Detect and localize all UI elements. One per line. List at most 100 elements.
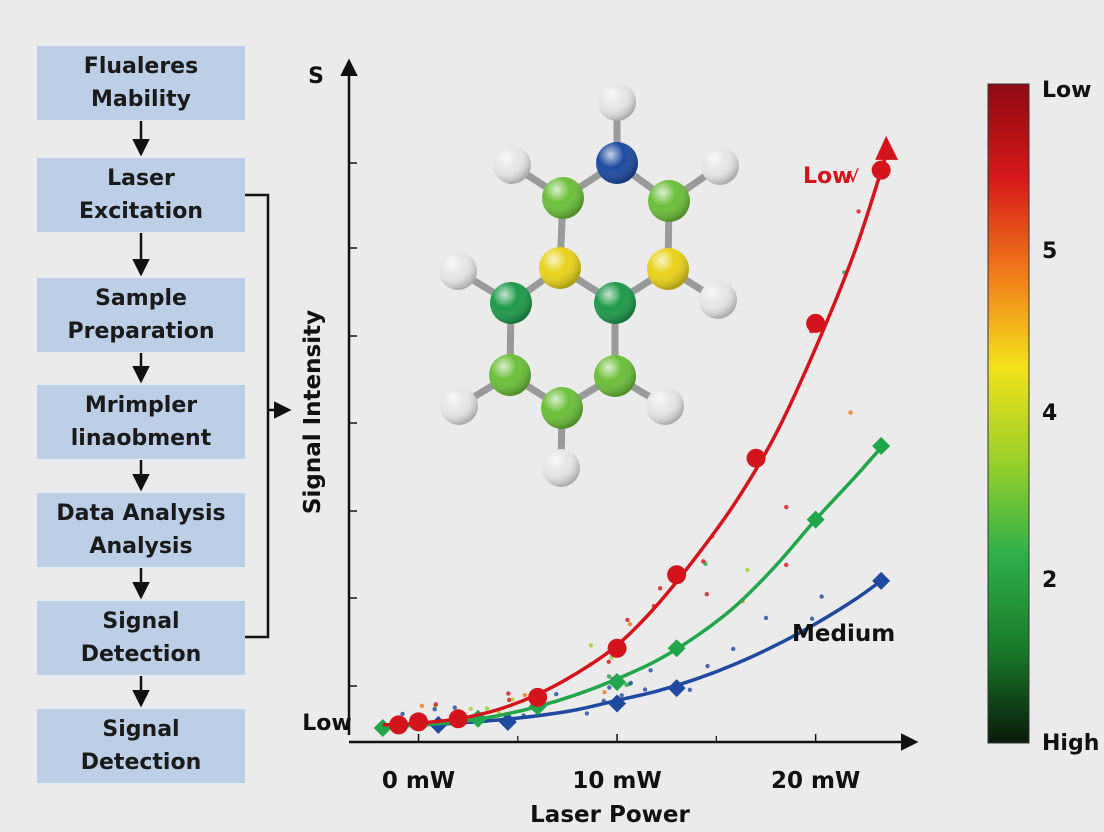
data-point bbox=[409, 712, 428, 732]
flow-arrows bbox=[132, 121, 292, 708]
molecule-atom-shine bbox=[541, 387, 583, 429]
noise-dot bbox=[433, 702, 439, 707]
molecule-diagram bbox=[439, 83, 739, 487]
noise-dot bbox=[624, 682, 629, 687]
data-point bbox=[373, 719, 392, 737]
molecule-atom-shine bbox=[648, 180, 690, 222]
noise-dot bbox=[848, 410, 853, 415]
series-line-2 bbox=[382, 576, 887, 728]
noise-dot bbox=[625, 617, 630, 623]
data-point bbox=[667, 679, 686, 698]
noise-dot bbox=[506, 691, 511, 696]
data-point bbox=[389, 715, 409, 735]
color-bar: Low 5 4 2 High bbox=[987, 78, 1099, 756]
flow-step-1-label: Flualereѕ Mability bbox=[83, 54, 199, 112]
x-tick-label: 20 mW bbox=[771, 768, 860, 794]
molecule-atom-shine bbox=[440, 387, 478, 425]
noise-dot bbox=[432, 706, 437, 712]
data-point bbox=[498, 712, 517, 731]
flow-step-1: Flualereѕ Mability bbox=[37, 46, 245, 120]
noise-dot bbox=[400, 711, 405, 717]
x-ticks bbox=[417, 734, 817, 742]
noise-dot bbox=[642, 687, 648, 692]
noise-dot bbox=[627, 622, 633, 627]
noise-dot bbox=[784, 504, 789, 510]
flow-step-6-label: Signal Detection bbox=[80, 609, 202, 667]
colorbar-label-5: 5 bbox=[1042, 239, 1057, 264]
data-point bbox=[872, 437, 891, 456]
series-label-low-suffix: √ bbox=[848, 167, 859, 186]
x-tick-label: 0 mW bbox=[382, 768, 455, 794]
data-point bbox=[667, 639, 686, 658]
flow-step-4-label: Mrimpler linaobment bbox=[70, 393, 212, 451]
noise-dot bbox=[607, 685, 612, 690]
molecule-atom-shine bbox=[594, 282, 636, 324]
noise-dot bbox=[704, 592, 709, 597]
y-bottom-label: Low bbox=[302, 711, 351, 736]
flow-step-7-label: Signal Detection bbox=[80, 717, 202, 775]
molecule-atom-shine bbox=[439, 252, 477, 290]
noise-dot bbox=[584, 711, 590, 716]
noise-dot bbox=[602, 690, 607, 695]
noise-dot bbox=[657, 586, 663, 591]
molecule-atom-shine bbox=[539, 247, 581, 289]
molecule-atom-shine bbox=[647, 248, 689, 290]
y-top-label: S bbox=[308, 64, 324, 89]
noise-dot bbox=[763, 615, 769, 621]
molecule-atom-shine bbox=[542, 449, 580, 487]
flow-step-3-label: Sample Preparation bbox=[67, 286, 215, 344]
noise-dot bbox=[784, 562, 789, 568]
molecule-atom-shine bbox=[542, 177, 584, 219]
molecule-atom-shine bbox=[598, 83, 636, 121]
flow-step-5-label: Data Analysis Analysis bbox=[56, 501, 226, 559]
series-layer bbox=[373, 135, 899, 737]
flow-step-5: Data Analysis Analysis bbox=[37, 493, 245, 567]
flow-step-3: Sample Preparation bbox=[37, 278, 245, 352]
y-ticks bbox=[349, 74, 357, 687]
flow-step-4: Mrimpler linaobment bbox=[37, 385, 245, 459]
series-label-medium: Medium bbox=[792, 621, 895, 647]
molecule-atom-shine bbox=[490, 282, 532, 324]
noise-dot bbox=[510, 697, 515, 702]
noise-dot bbox=[606, 659, 612, 664]
flow-step-7: Signal Detection bbox=[37, 709, 245, 783]
color-bar-gradient bbox=[987, 83, 1030, 744]
noise-dot bbox=[468, 706, 473, 712]
molecule-atom-shine bbox=[646, 387, 684, 425]
noise-dot bbox=[419, 703, 425, 709]
data-point bbox=[871, 160, 891, 180]
data-point bbox=[806, 313, 826, 333]
y-axis-label: Signal Intensity bbox=[300, 310, 326, 514]
noise-dot bbox=[628, 680, 634, 686]
curve-arrowhead bbox=[875, 135, 899, 160]
data-point bbox=[667, 565, 687, 585]
noise-dot bbox=[856, 209, 861, 214]
molecule-atom-shine bbox=[594, 355, 636, 397]
molecule-atom-shine bbox=[701, 147, 739, 185]
molecule-atom-shine bbox=[489, 354, 531, 396]
noise-dot bbox=[506, 697, 512, 703]
flow-step-6: Signal Detection bbox=[37, 601, 245, 675]
noise-dot bbox=[745, 567, 750, 573]
flow-step-2: Laser Excitation bbox=[37, 158, 245, 232]
data-point bbox=[608, 694, 627, 713]
axes bbox=[340, 58, 919, 751]
flow-step-2-label: Laser Excitation bbox=[79, 166, 203, 224]
noise-dot bbox=[452, 705, 457, 710]
x-tick-label: 10 mW bbox=[572, 768, 661, 794]
x-axis-label: Laser Power bbox=[530, 802, 690, 828]
series-label-low: Low bbox=[803, 164, 852, 189]
noise-dot bbox=[705, 663, 710, 669]
data-point bbox=[746, 448, 766, 468]
data-point bbox=[872, 571, 891, 590]
noise-dot bbox=[819, 594, 824, 599]
noise-dot bbox=[484, 706, 490, 711]
data-point bbox=[448, 709, 468, 729]
series-line-0 bbox=[382, 157, 887, 727]
noise-dot bbox=[554, 691, 559, 697]
data-point bbox=[806, 510, 825, 529]
data-point bbox=[528, 687, 548, 707]
data-point bbox=[607, 638, 627, 658]
noise-dot bbox=[648, 668, 653, 673]
